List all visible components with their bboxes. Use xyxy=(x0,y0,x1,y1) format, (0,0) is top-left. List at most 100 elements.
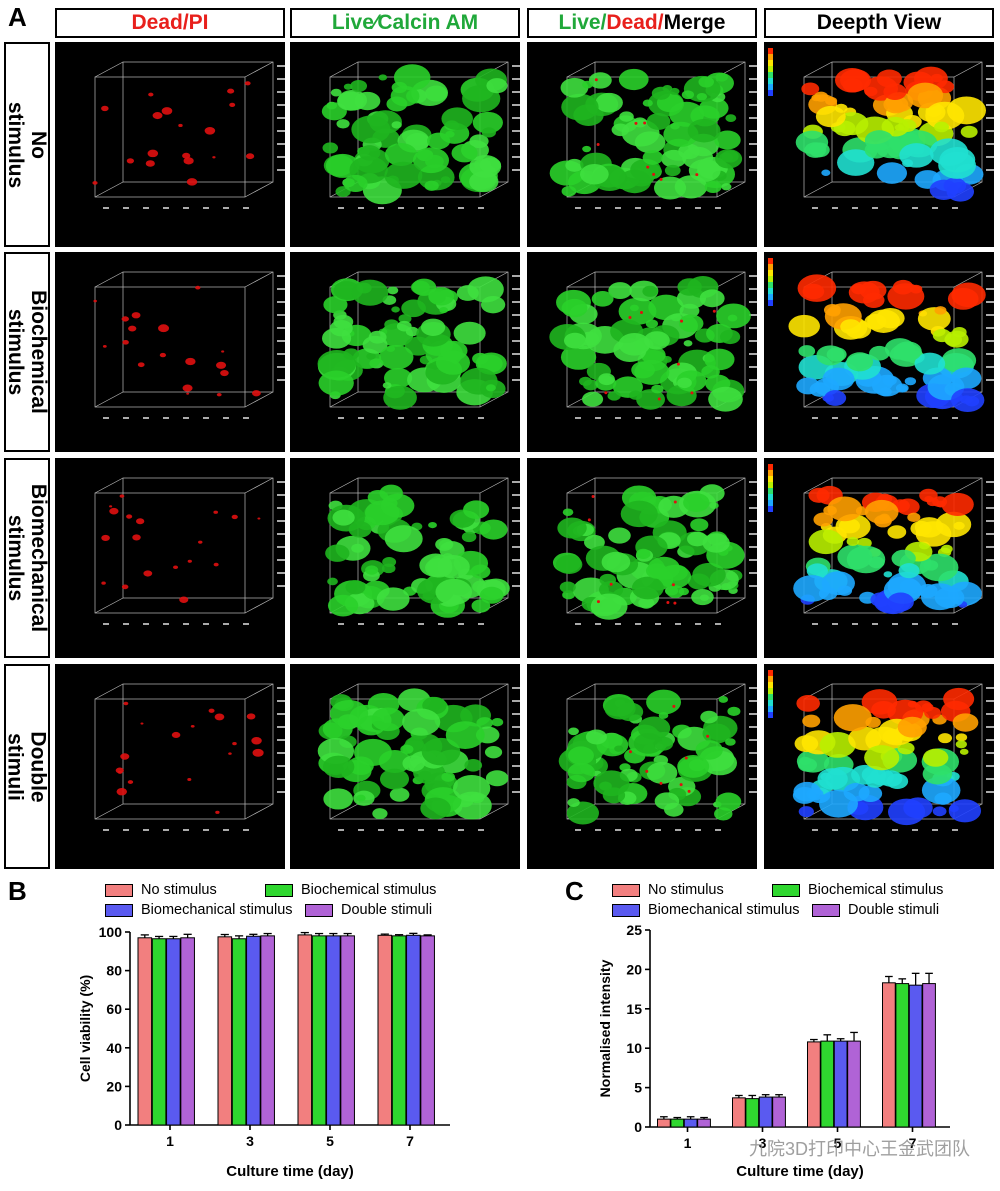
y-axis-label: Normalised intensity xyxy=(597,959,613,1097)
microscopy-image xyxy=(764,664,994,869)
legend-item: No stimulus xyxy=(105,882,217,898)
y-tick-label: 25 xyxy=(626,922,642,938)
bar xyxy=(922,983,936,1128)
row-header-text: Biomechanical stimulus xyxy=(4,483,51,633)
bar xyxy=(137,937,153,1126)
microscopy-image xyxy=(527,458,757,658)
column-header-text: Merge xyxy=(663,11,726,34)
x-tick-label: 7 xyxy=(909,1135,917,1151)
row-header-2: Biochemical stimulus xyxy=(4,252,50,452)
legend-swatch xyxy=(812,903,840,917)
bar xyxy=(297,934,313,1126)
row-header-4: Double stimuli xyxy=(4,664,50,869)
row-header-3: Biomechanical stimulus xyxy=(4,458,50,658)
bar xyxy=(180,937,195,1126)
bar xyxy=(217,936,233,1126)
x-tick-label: 5 xyxy=(834,1135,842,1151)
x-tick-label: 3 xyxy=(246,1133,254,1149)
legend-label: Biomechanical stimulus xyxy=(141,902,293,918)
legend-swatch xyxy=(305,903,333,917)
bar xyxy=(340,935,355,1126)
y-tick-label: 80 xyxy=(106,963,122,979)
y-tick-label: 5 xyxy=(634,1080,642,1096)
bar xyxy=(882,982,896,1128)
legend-item: Biomechanical stimulus xyxy=(612,902,800,918)
bar xyxy=(758,1096,773,1128)
legend-label: Biomechanical stimulus xyxy=(648,902,800,918)
bar xyxy=(406,934,421,1126)
bar xyxy=(847,1040,861,1128)
legend-swatch xyxy=(612,903,640,917)
microscopy-image xyxy=(290,458,520,658)
x-axis-label: Culture time (day) xyxy=(736,1163,864,1180)
y-tick-label: 10 xyxy=(626,1040,642,1056)
bar xyxy=(391,935,407,1126)
bar xyxy=(151,938,167,1126)
x-tick-label: 1 xyxy=(684,1135,692,1151)
y-tick-label: 0 xyxy=(634,1119,642,1135)
chart-c: 0 5 10 15 20 25 1 3 5 7 Culture time (day) Normalis… xyxy=(597,922,950,1180)
column-header-text: Deepth View xyxy=(816,11,942,34)
microscopy-image xyxy=(527,42,757,247)
legend-label: Double stimuli xyxy=(848,902,940,918)
bar xyxy=(420,935,435,1126)
bar xyxy=(377,934,393,1126)
bar xyxy=(246,935,261,1126)
x-tick-label: 3 xyxy=(759,1135,767,1151)
microscopy-image xyxy=(55,42,285,247)
microscopy-image xyxy=(55,664,285,869)
column-header-text: Dead/ xyxy=(606,11,664,34)
x-axis-label: Culture time (day) xyxy=(226,1163,354,1180)
y-tick-label: 60 xyxy=(106,1001,122,1017)
bar xyxy=(820,1040,835,1128)
bar xyxy=(311,935,327,1126)
legend-item: Biomechanical stimulus xyxy=(105,902,293,918)
y-tick-label: 100 xyxy=(99,924,123,940)
legend-swatch xyxy=(105,903,133,917)
microscopy-image xyxy=(764,252,994,452)
row-header-text: Biochemical stimulus xyxy=(4,290,50,414)
bar xyxy=(908,984,923,1128)
row-header-text: No stimulus xyxy=(4,101,51,188)
column-header-4: Deepth View xyxy=(764,8,994,38)
bar xyxy=(745,1098,760,1128)
legend-item: Biochemical stimulus xyxy=(772,882,943,898)
y-tick-label: 20 xyxy=(626,961,642,977)
legend-b: No stimulus Biochemical stimulus Biomechan… xyxy=(105,882,465,922)
column-header-text: Live/ xyxy=(558,11,607,34)
legend-item: Double stimuli xyxy=(305,902,432,918)
legend-c: No stimulus Biochemical stimulus Biomechan… xyxy=(612,882,972,922)
bar xyxy=(895,983,910,1128)
microscopy-image xyxy=(290,252,520,452)
microscopy-image xyxy=(527,252,757,452)
x-tick-label: 7 xyxy=(406,1133,414,1149)
y-tick-label: 15 xyxy=(626,1001,642,1017)
microscopy-image xyxy=(764,42,994,247)
column-header-text: Live⁄Calcin AM xyxy=(331,11,479,34)
y-tick-label: 40 xyxy=(106,1040,122,1056)
legend-item: No stimulus xyxy=(612,882,724,898)
bar xyxy=(670,1118,685,1128)
column-header-2: Live⁄Calcin AM xyxy=(290,8,520,38)
microscopy-image xyxy=(55,458,285,658)
panel-b-letter: B xyxy=(8,876,27,906)
bar xyxy=(166,938,181,1126)
y-axis-label: Cell viability (%) xyxy=(77,975,93,1082)
microscopy-image xyxy=(290,664,520,869)
bar xyxy=(833,1040,848,1128)
legend-swatch xyxy=(105,883,133,897)
microscopy-image xyxy=(527,664,757,869)
panel-c-letter: C xyxy=(565,876,584,906)
bar xyxy=(683,1118,698,1128)
legend-label: Biochemical stimulus xyxy=(808,882,944,898)
microscopy-image xyxy=(55,252,285,452)
legend-label: No stimulus xyxy=(648,882,724,898)
bar xyxy=(260,935,275,1126)
legend-item: Biochemical stimulus xyxy=(265,882,436,898)
legend-swatch xyxy=(772,883,800,897)
y-tick-label: 0 xyxy=(114,1117,122,1133)
bar xyxy=(231,938,247,1126)
legend-swatch xyxy=(612,883,640,897)
x-tick-label: 5 xyxy=(326,1133,334,1149)
x-tick-label: 1 xyxy=(166,1133,174,1149)
